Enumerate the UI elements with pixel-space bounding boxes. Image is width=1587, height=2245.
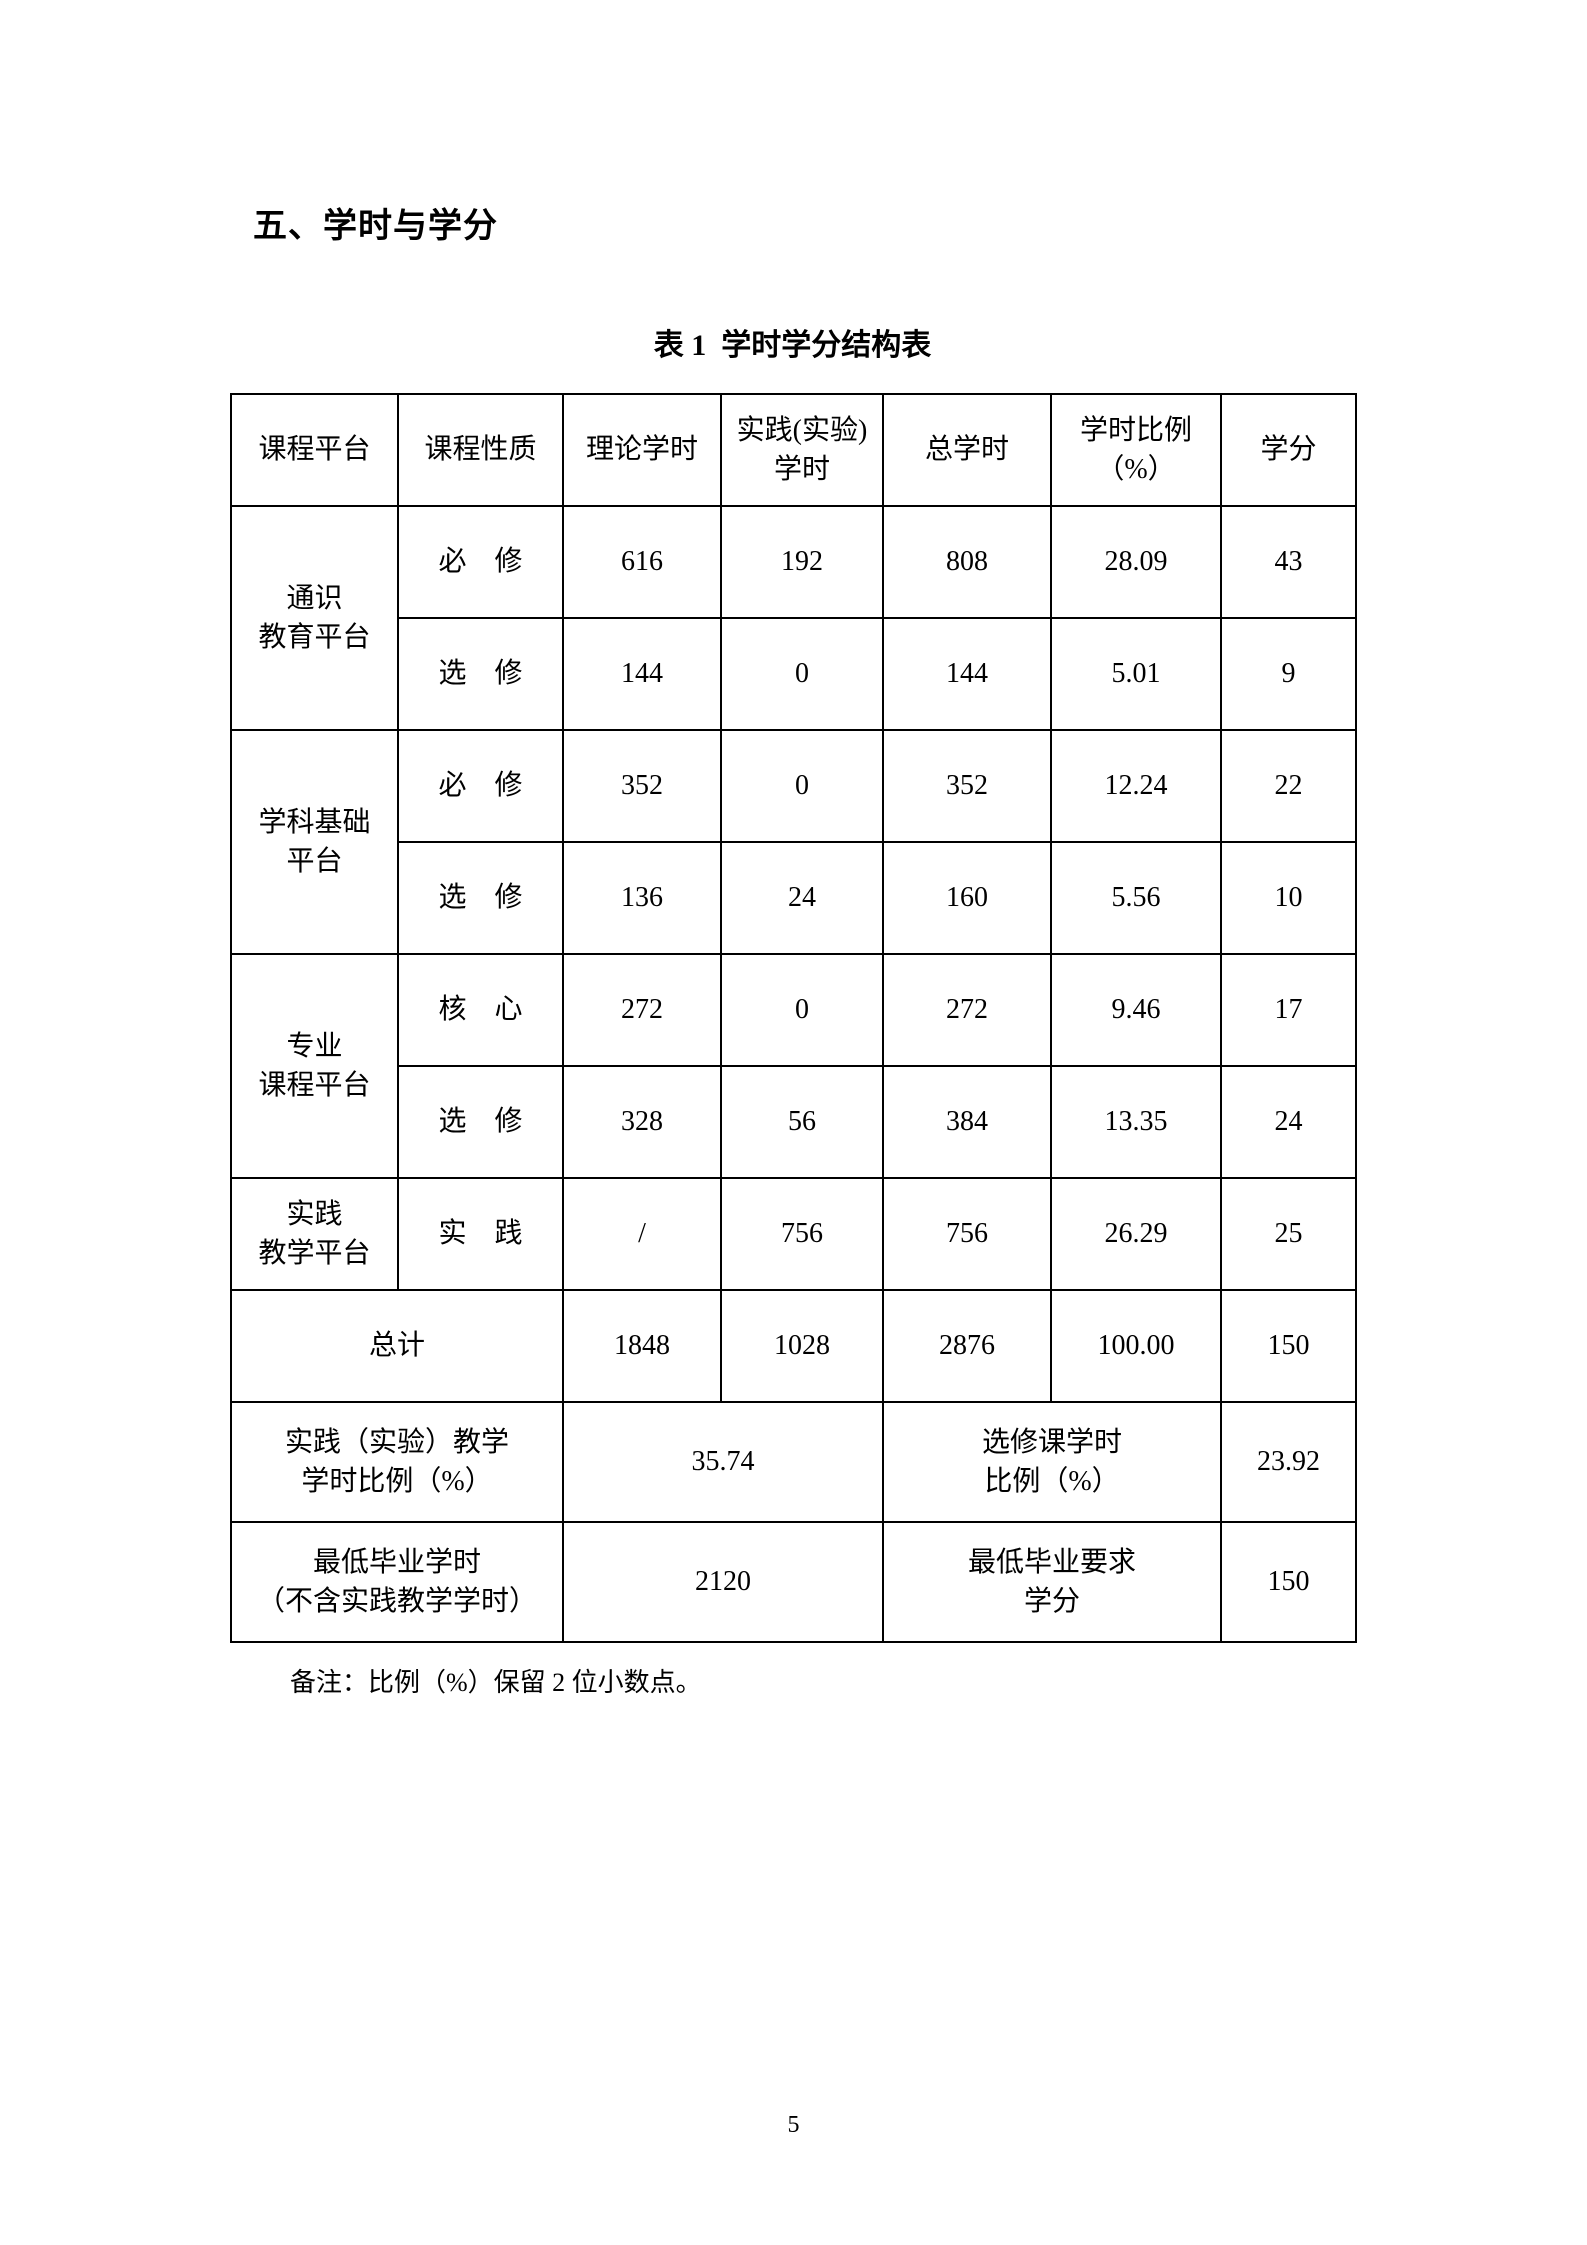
cell-elective-ratio-label: 选修课学时 比例（%） <box>882 1401 1222 1523</box>
header-cell-theory-hours: 理论学时 <box>562 393 722 507</box>
table-row: 通识 教育平台 必 修 616 192 808 28.09 43 <box>230 505 1357 731</box>
table-footnote: 备注：比例（%）保留 2 位小数点。 <box>290 1668 702 1697</box>
cell-practice: 0 <box>720 953 884 1067</box>
header-cell-practice-hours: 实践(实验) 学时 <box>720 393 884 507</box>
cell-theory: 144 <box>562 617 722 731</box>
table-row: 选 修 136 24 160 5.56 10 <box>231 841 1357 955</box>
cell-nature: 核 心 <box>397 953 564 1067</box>
cell-ratio: 13.35 <box>1050 1065 1222 1179</box>
cell-credits: 9 <box>1220 617 1357 731</box>
cell-theory: 328 <box>562 1065 722 1179</box>
cell-ratio: 9.46 <box>1050 953 1222 1067</box>
cell-theory: / <box>562 1177 722 1291</box>
credit-structure-table: 课程平台 课程性质 理论学时 实践(实验) 学时 总学时 学时比例 （%） 学分… <box>230 393 1357 1643</box>
footer-row: 实践（实验）教学 学时比例（%） 35.74 选修课学时 比例（%） 23.92 <box>230 1401 1357 1523</box>
cell-nature: 实 践 <box>397 1177 564 1291</box>
cell-nature: 选 修 <box>397 841 564 955</box>
cell-min-credits-value: 150 <box>1220 1521 1357 1643</box>
cell-practice-ratio-value: 35.74 <box>562 1401 884 1523</box>
cell-min-credits-label: 最低毕业要求 学分 <box>882 1521 1222 1643</box>
cell-total: 384 <box>882 1065 1052 1179</box>
cell-credits: 25 <box>1220 1177 1357 1291</box>
header-cell-total-hours: 总学时 <box>882 393 1052 507</box>
cell-credits: 22 <box>1220 729 1357 843</box>
cell-credits: 10 <box>1220 841 1357 955</box>
cell-credits: 17 <box>1220 953 1357 1067</box>
cell-total: 144 <box>882 617 1052 731</box>
cell-credits: 43 <box>1220 505 1357 619</box>
cell-practice: 756 <box>720 1177 884 1291</box>
cell-summary-ratio: 100.00 <box>1050 1289 1222 1403</box>
cell-nature: 选 修 <box>397 617 564 731</box>
cell-total: 160 <box>882 841 1052 955</box>
table-row: 选 修 328 56 384 13.35 24 <box>231 1065 1357 1179</box>
table-row: 专业 课程平台 核 心 272 0 272 9.46 17 <box>230 953 1357 1179</box>
cell-platform-practice-teaching: 实践 教学平台 <box>230 1177 399 1291</box>
table-row: 实践 教学平台 实 践 / 756 756 26.29 25 <box>230 1177 1357 1291</box>
cell-practice: 56 <box>720 1065 884 1179</box>
cell-theory: 136 <box>562 841 722 955</box>
cell-summary-credits: 150 <box>1220 1289 1357 1403</box>
header-cell-platform: 课程平台 <box>230 393 399 507</box>
page-number: 5 <box>787 2112 800 2138</box>
table-row: 选 修 144 0 144 5.01 9 <box>231 617 1357 731</box>
cell-total: 272 <box>882 953 1052 1067</box>
section-heading: 五、学时与学分 <box>253 208 498 245</box>
cell-nature: 必 修 <box>397 729 564 843</box>
table-row: 学科基础 平台 必 修 352 0 352 12.24 22 <box>230 729 1357 955</box>
cell-platform-discipline-foundation: 学科基础 平台 <box>230 729 399 955</box>
cell-summary-theory: 1848 <box>562 1289 722 1403</box>
cell-ratio: 12.24 <box>1050 729 1222 843</box>
summary-row: 总计 1848 1028 2876 100.00 150 <box>230 1289 1357 1403</box>
cell-total: 352 <box>882 729 1052 843</box>
cell-summary-label: 总计 <box>230 1289 564 1403</box>
cell-min-hours-label: 最低毕业学时 （不含实践教学学时） <box>230 1521 564 1643</box>
cell-ratio: 28.09 <box>1050 505 1222 619</box>
cell-practice: 0 <box>720 617 884 731</box>
cell-credits: 24 <box>1220 1065 1357 1179</box>
cell-theory: 352 <box>562 729 722 843</box>
cell-platform-major-courses: 专业 课程平台 <box>230 953 399 1179</box>
cell-platform-general-education: 通识 教育平台 <box>230 505 399 731</box>
cell-practice: 24 <box>720 841 884 955</box>
cell-theory: 616 <box>562 505 722 619</box>
footer-row: 最低毕业学时 （不含实践教学学时） 2120 最低毕业要求 学分 150 <box>230 1521 1357 1643</box>
header-cell-credits: 学分 <box>1220 393 1357 507</box>
header-cell-hour-ratio: 学时比例 （%） <box>1050 393 1222 507</box>
cell-total: 808 <box>882 505 1052 619</box>
cell-nature: 选 修 <box>397 1065 564 1179</box>
table-header-row: 课程平台 课程性质 理论学时 实践(实验) 学时 总学时 学时比例 （%） 学分 <box>230 393 1357 507</box>
cell-nature: 必 修 <box>397 505 564 619</box>
header-cell-nature: 课程性质 <box>397 393 564 507</box>
cell-elective-ratio-value: 23.92 <box>1220 1401 1357 1523</box>
cell-practice: 192 <box>720 505 884 619</box>
cell-theory: 272 <box>562 953 722 1067</box>
cell-ratio: 26.29 <box>1050 1177 1222 1291</box>
cell-min-hours-value: 2120 <box>562 1521 884 1643</box>
cell-summary-practice: 1028 <box>720 1289 884 1403</box>
cell-ratio: 5.56 <box>1050 841 1222 955</box>
cell-ratio: 5.01 <box>1050 617 1222 731</box>
table-caption: 表 1 学时学分结构表 <box>653 329 932 362</box>
cell-practice: 0 <box>720 729 884 843</box>
cell-summary-total: 2876 <box>882 1289 1052 1403</box>
cell-total: 756 <box>882 1177 1052 1291</box>
cell-practice-ratio-label: 实践（实验）教学 学时比例（%） <box>230 1401 564 1523</box>
